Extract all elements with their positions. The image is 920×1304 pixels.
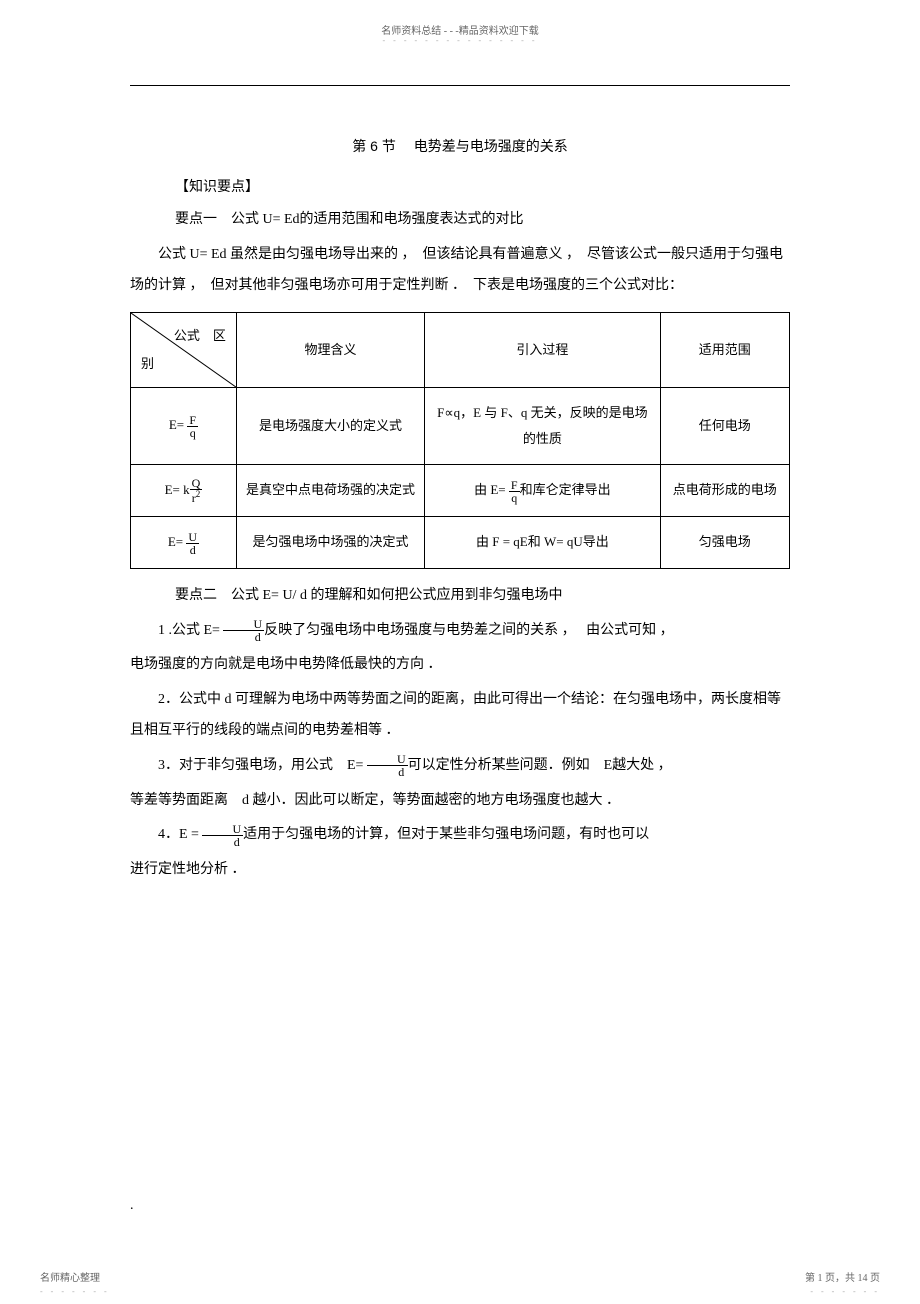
- point2-title: 要点二 公式 E= U/ d 的理解和如何把公式应用到非匀强电场中: [175, 584, 790, 604]
- header-dots: - - - - - - - - - - - - - - -: [0, 36, 920, 45]
- table-row: E= Ud 是匀强电场中场强的决定式 由 F = qE和 W= qU导出 匀强电…: [131, 517, 790, 569]
- meaning-cell-3: 是匀强电场中场强的决定式: [236, 517, 424, 569]
- header-col4: 适用范围: [660, 312, 789, 387]
- knowledge-points-label: 【知识要点】: [175, 176, 790, 196]
- point2-item4-line2: 进行定性地分析 ．: [130, 855, 790, 886]
- diag-top-label: 公式 区: [174, 323, 226, 349]
- section-title: 第 6 节 电势差与电场强度的关系: [130, 136, 790, 156]
- derivation-cell-2: 由 E= Fq和库仑定律导出: [425, 464, 660, 517]
- point2-item1-line2: 电场强度的方向就是电场中电势降低最快的方向 ．: [130, 650, 790, 681]
- header-text: 名师资料总结 - - -精品资料欢迎下载: [0, 22, 920, 37]
- footer-dots-left: - - - - - - -: [40, 1287, 110, 1296]
- scope-cell-2: 点电荷形成的电场: [660, 464, 789, 517]
- formula-cell-2: E= kQr2: [131, 464, 237, 517]
- formula-cell-1: E= Fq: [131, 387, 237, 464]
- point2-item2: 2．公式中 d 可理解为电场中两等势面之间的距离，由此可得出一个结论：在匀强电场…: [130, 685, 790, 747]
- point1-title: 要点一 公式 U= Ed的适用范围和电场强度表达式的对比: [175, 208, 790, 228]
- header-col2: 物理含义: [236, 312, 424, 387]
- bottom-dot: .: [130, 1198, 134, 1214]
- point2-item3-line2: 等差等势面距离 d 越小．因此可以断定，等势面越密的地方电场强度也越大 ．: [130, 786, 790, 817]
- formula-cell-3: E= Ud: [131, 517, 237, 569]
- meaning-cell-1: 是电场强度大小的定义式: [236, 387, 424, 464]
- point2-item4: 4．E = Ud适用于匀强电场的计算，但对于某些非匀强电场问题，有时也可以: [130, 820, 790, 851]
- footer-right: 第 1 页，共 14 页: [805, 1269, 880, 1284]
- footer-left: 名师精心整理: [40, 1269, 100, 1284]
- diag-bottom-label: 别: [141, 351, 154, 377]
- header-col3: 引入过程: [425, 312, 660, 387]
- point1-paragraph: 公式 U= Ed 虽然是由匀强电场导出来的 ， 但该结论具有普遍意义 ， 尽管该…: [130, 240, 790, 302]
- table-header-row: 公式 区 别 物理含义 引入过程 适用范围: [131, 312, 790, 387]
- derivation-cell-1: F∝q，E 与 F、q 无关，反映的是电场的性质: [425, 387, 660, 464]
- document-content: 第 6 节 电势差与电场强度的关系 【知识要点】 要点一 公式 U= Ed的适用…: [130, 85, 790, 890]
- point2-item1: 1 .公式 E= Ud反映了匀强电场中电场强度与电势差之间的关系 ， 由公式可知…: [130, 616, 790, 647]
- point2-item3: 3．对于非匀强电场，用公式 E= Ud可以定性分析某些问题．例如 E越大处 ，: [130, 751, 790, 782]
- scope-cell-3: 匀强电场: [660, 517, 789, 569]
- diagonal-header-cell: 公式 区 别: [131, 312, 237, 387]
- derivation-cell-3: 由 F = qE和 W= qU导出: [425, 517, 660, 569]
- footer-dots-right: - - - - - - -: [810, 1287, 880, 1296]
- meaning-cell-2: 是真空中点电荷场强的决定式: [236, 464, 424, 517]
- comparison-table: 公式 区 别 物理含义 引入过程 适用范围 E= Fq 是电场强度大小的定义式 …: [130, 312, 790, 569]
- table-row: E= Fq 是电场强度大小的定义式 F∝q，E 与 F、q 无关，反映的是电场的…: [131, 387, 790, 464]
- table-row: E= kQr2 是真空中点电荷场强的决定式 由 E= Fq和库仑定律导出 点电荷…: [131, 464, 790, 517]
- scope-cell-1: 任何电场: [660, 387, 789, 464]
